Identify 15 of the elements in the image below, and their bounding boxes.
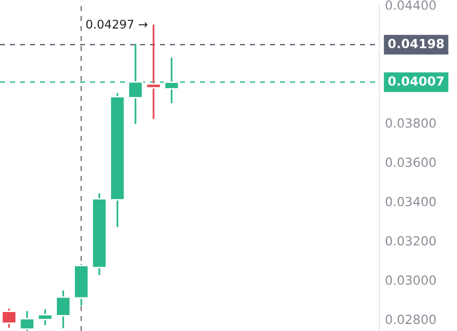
ref-line-label: 0.04007 [388,76,444,86]
annotation: 0.04297 → [86,20,148,29]
ref-line-label: 0.04198 [388,38,444,48]
y-tick-label: 0.03800 [386,118,436,128]
y-tick-label: 0.03000 [386,275,436,285]
candlestick [37,308,53,326]
candlestick [146,24,162,120]
candlestick [19,310,35,331]
y-tick-label: 0.03200 [386,236,436,246]
y-tick-label: 0.03400 [386,196,436,206]
candlestick [55,290,71,328]
y-tick-label: 0.03600 [386,158,436,168]
candlestick [1,308,17,328]
y-tick-label: 0.04400 [386,0,436,10]
y-tick-label: 0.02800 [386,314,436,324]
